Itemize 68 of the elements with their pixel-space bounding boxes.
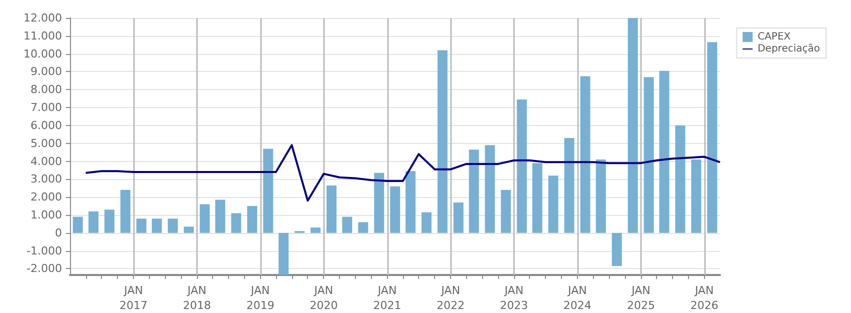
x-tick-label: JAN 2020 xyxy=(310,284,338,312)
bar xyxy=(88,211,98,233)
y-tick-label: 0 xyxy=(55,226,62,240)
y-tick-label: 5.000 xyxy=(30,136,62,150)
bar xyxy=(310,228,321,233)
y-tick-label: 10.000 xyxy=(24,47,62,60)
bar xyxy=(516,99,527,233)
x-tick-label: JAN 2023 xyxy=(500,284,528,312)
bar xyxy=(532,163,542,233)
legend-label: Depreciação xyxy=(758,44,820,54)
y-tick-label: 1.000 xyxy=(30,208,62,222)
y-tick-label: 2.000 xyxy=(30,190,62,204)
bar xyxy=(437,50,448,233)
bar xyxy=(215,200,226,233)
bar xyxy=(278,232,289,275)
x-tick-label: JAN 2019 xyxy=(246,284,274,312)
y-tick-label: -1.000 xyxy=(26,244,62,258)
bar xyxy=(168,218,178,233)
y-tick-label: 6.000 xyxy=(30,118,62,132)
y-tick-label: 8.000 xyxy=(30,83,62,96)
bar xyxy=(468,150,479,233)
y-tick-label: 9.000 xyxy=(30,65,62,78)
y-tick-label: 12.000 xyxy=(24,12,62,24)
bar xyxy=(707,42,718,233)
bar xyxy=(152,218,162,233)
bar xyxy=(406,171,416,233)
bar xyxy=(675,125,686,233)
bar xyxy=(691,159,702,233)
y-tick-label: 11.000 xyxy=(24,29,62,42)
bar xyxy=(358,222,368,233)
x-tick-label: JAN 2026 xyxy=(690,284,718,312)
bar xyxy=(200,204,210,233)
bar xyxy=(104,210,114,233)
bar xyxy=(628,18,638,233)
x-tick-label: JAN 2022 xyxy=(436,284,465,312)
bar xyxy=(374,172,384,233)
bar xyxy=(422,212,432,233)
bar xyxy=(390,186,400,233)
bar xyxy=(231,213,242,233)
bar xyxy=(580,76,590,233)
bar xyxy=(72,216,83,233)
bar xyxy=(484,145,495,233)
legend-label: CAPEX xyxy=(758,32,791,42)
x-tick-label: JAN 2025 xyxy=(626,284,655,312)
line-series xyxy=(84,144,721,202)
bar xyxy=(453,202,464,233)
bar xyxy=(263,148,274,233)
bar xyxy=(136,218,146,233)
x-tick-label: JAN 2018 xyxy=(182,284,211,312)
bar xyxy=(548,176,558,233)
bar xyxy=(596,159,606,233)
bar xyxy=(342,216,352,233)
bar xyxy=(644,77,654,233)
bar xyxy=(612,232,622,266)
x-tick-label: JAN 2024 xyxy=(563,284,592,312)
bar xyxy=(564,138,574,233)
x-tick-label: JAN 2021 xyxy=(373,284,402,312)
bar xyxy=(326,185,337,233)
bar xyxy=(659,70,670,233)
y-tick-label: 7.000 xyxy=(30,101,62,114)
y-tick-label: -2.000 xyxy=(26,262,62,276)
x-tick-label: JAN 2017 xyxy=(120,284,148,312)
y-tick-label: 3.000 xyxy=(30,172,62,186)
y-tick-label: 4.000 xyxy=(30,154,62,168)
bar xyxy=(500,190,511,233)
bar xyxy=(184,226,194,233)
bar xyxy=(120,190,130,233)
bar xyxy=(247,206,258,233)
